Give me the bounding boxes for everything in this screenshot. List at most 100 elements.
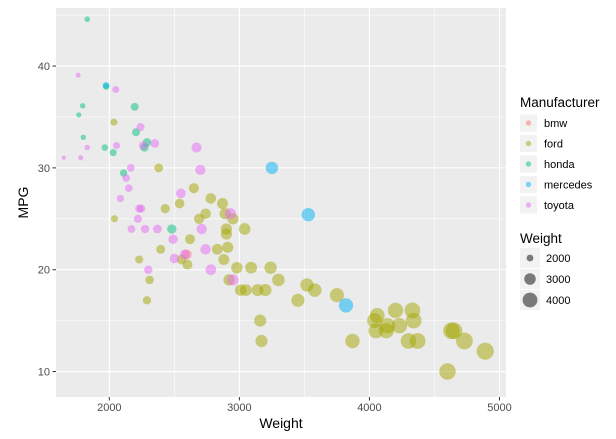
legend-swatch-toyota: [525, 202, 532, 208]
data-point-toyota: [122, 174, 130, 182]
data-point-ford: [345, 333, 360, 349]
data-point-ford: [238, 223, 251, 235]
data-point-toyota: [127, 225, 136, 233]
data-point-honda: [84, 16, 91, 23]
data-point-toyota: [78, 155, 84, 161]
data-point-ford: [188, 183, 199, 194]
data-point-toyota: [116, 194, 125, 203]
manufacturer-legend-title: Manufacturer: [520, 95, 600, 110]
legend-label-bmw: bmw: [544, 118, 567, 130]
x-tick-label: 5000: [487, 402, 511, 414]
data-point-ford: [405, 312, 422, 329]
data-point-honda: [80, 103, 86, 109]
data-point-ford: [110, 215, 119, 223]
data-point-ford: [254, 314, 267, 327]
data-point-ford: [456, 332, 473, 350]
size-label-2000: 2000: [546, 253, 570, 265]
data-point-toyota: [169, 253, 180, 264]
weight-legend-items: 2000 3000 4000: [520, 248, 570, 310]
data-point-ford: [255, 334, 268, 348]
data-point-toyota: [195, 164, 206, 176]
data-point-ford: [264, 261, 277, 274]
data-point-toyota: [200, 244, 211, 255]
data-point-toyota: [138, 141, 148, 150]
data-point-toyota: [75, 72, 81, 78]
major-gridlines: [56, 8, 506, 397]
legend-swatch-mercedes: [525, 181, 532, 188]
data-point-ford: [409, 333, 426, 349]
data-point-toyota: [150, 139, 160, 148]
manufacturer-legend: Manufacturer bmw ford honda mercedes toyota: [520, 95, 600, 214]
data-point-ford: [182, 259, 193, 270]
data-point-ford: [387, 302, 404, 319]
data-point-ford: [211, 243, 223, 255]
data-point-toyota: [144, 265, 153, 274]
data-point-ford: [154, 163, 164, 173]
minor-gridlines: [56, 8, 506, 397]
data-point-toyota: [140, 224, 150, 234]
data-point-toyota: [137, 204, 146, 213]
data-point-ford: [185, 234, 195, 245]
data-point-ford: [145, 275, 154, 285]
data-point-honda: [76, 112, 82, 118]
size-swatch-2000: [526, 254, 534, 262]
data-point-toyota: [224, 208, 236, 220]
weight-legend: Weight 2000 3000 4000: [520, 231, 570, 310]
size-label-3000: 3000: [546, 274, 570, 286]
data-point-ford: [142, 296, 152, 305]
data-point-ford: [368, 323, 384, 339]
data-point-toyota: [227, 274, 239, 286]
data-point-ford: [135, 255, 144, 264]
data-point-ford: [240, 284, 252, 296]
data-point-mercedes: [265, 161, 279, 175]
x-tick-label: 4000: [357, 402, 381, 414]
y-axis-tick-labels: 10 20 30 40: [38, 61, 50, 378]
data-point-ford: [391, 317, 408, 334]
data-point-ford: [476, 342, 494, 360]
y-tick-label: 10: [38, 367, 50, 379]
data-point-toyota: [61, 155, 66, 160]
data-point-ford: [160, 204, 170, 214]
data-points: [61, 16, 494, 380]
legend-label-mercedes: mercedes: [544, 180, 593, 192]
size-swatch-3000: [524, 273, 536, 285]
weight-legend-title: Weight: [520, 231, 562, 246]
data-point-honda: [101, 144, 109, 151]
data-point-ford: [110, 118, 118, 126]
data-point-toyota: [124, 184, 133, 193]
data-point-toyota: [179, 249, 190, 260]
x-axis-title: Weight: [259, 415, 302, 431]
data-point-ford: [220, 228, 232, 240]
data-point-ford: [245, 261, 258, 274]
data-point-toyota: [152, 224, 162, 234]
data-point-ford: [380, 318, 396, 334]
size-label-4000: 4000: [546, 295, 570, 307]
data-point-ford: [445, 322, 463, 340]
data-point-honda: [80, 134, 86, 140]
legend-swatch-bmw: [525, 120, 532, 126]
data-point-toyota: [196, 223, 207, 235]
y-tick-label: 30: [38, 163, 50, 175]
axis-ticks: [52, 65, 500, 401]
data-point-honda: [109, 149, 117, 157]
data-point-toyota: [112, 85, 120, 94]
data-point-ford: [218, 253, 230, 266]
data-point-toyota: [133, 214, 142, 223]
data-point-honda: [167, 224, 177, 234]
x-tick-label: 2000: [97, 402, 121, 414]
data-point-ford: [216, 197, 229, 210]
plot-panel: [56, 8, 506, 397]
legend-label-toyota: toyota: [544, 200, 575, 212]
legend-label-honda: honda: [544, 159, 575, 171]
data-point-ford: [222, 241, 234, 253]
data-point-toyota: [136, 123, 145, 132]
data-point-honda: [130, 102, 139, 111]
legend-swatch-honda: [525, 161, 532, 167]
data-point-mercedes: [338, 298, 354, 313]
y-tick-label: 40: [38, 61, 50, 73]
data-point-ford: [369, 308, 385, 323]
data-point-ford: [329, 288, 344, 303]
legend-label-ford: ford: [544, 139, 563, 151]
x-axis-tick-labels: 2000 3000 4000 5000: [97, 402, 512, 414]
